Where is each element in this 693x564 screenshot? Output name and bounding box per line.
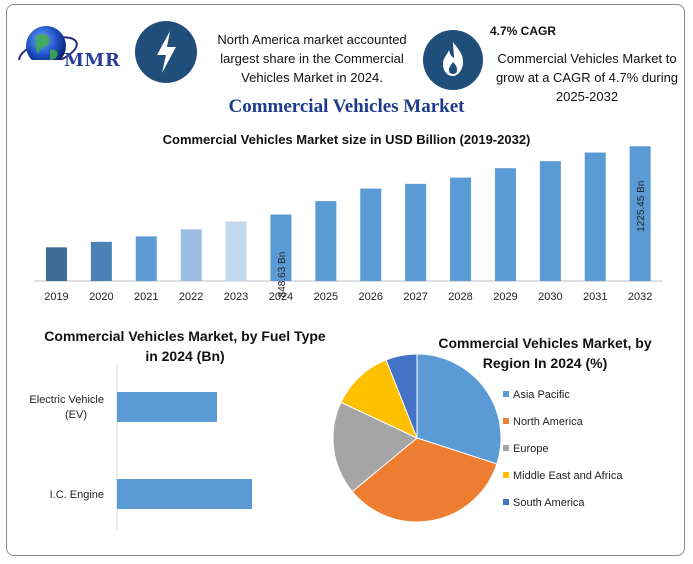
legend-swatch-4 xyxy=(503,499,509,505)
x-tick-label-2027: 2027 xyxy=(403,291,427,303)
x-tick-label-2029: 2029 xyxy=(493,291,517,303)
legend-swatch-1 xyxy=(503,418,509,424)
globe-icon xyxy=(18,26,78,60)
x-tick-label-2019: 2019 xyxy=(44,291,68,303)
bar-2024 xyxy=(270,214,292,281)
bar-chart-title: Commercial Vehicles Market size in USD B… xyxy=(162,132,531,147)
legend-label-1: North America xyxy=(513,416,584,428)
bar-2021 xyxy=(135,236,157,281)
pie-slice-1 xyxy=(351,437,498,523)
bar-2027 xyxy=(405,183,427,281)
x-tick-label-2020: 2020 xyxy=(89,291,113,303)
category-label-ice: I.C. Engine xyxy=(50,489,104,501)
fuel-chart-title: Commercial Vehicles Market, by Fuel Type… xyxy=(44,328,326,364)
pie-slice-3 xyxy=(340,359,418,439)
x-tick-label-2032: 2032 xyxy=(628,291,652,303)
x-tick-label-2028: 2028 xyxy=(448,291,472,303)
category-label-ev-line1: Electric Vehicle xyxy=(29,394,104,406)
bar-2026 xyxy=(360,188,382,281)
bar-2023 xyxy=(225,221,247,281)
bar-2031 xyxy=(584,152,606,281)
bar-2029 xyxy=(494,168,516,281)
logo-text: MMR xyxy=(64,50,121,71)
highlight-text: North America market accounted largest s… xyxy=(217,32,407,85)
flame-icon xyxy=(423,30,483,90)
hbar-1 xyxy=(117,479,252,509)
page-title: Commercial Vehicles Market xyxy=(228,96,465,117)
x-tick-label-2022: 2022 xyxy=(179,291,203,303)
legend-label-4: South America xyxy=(513,497,585,509)
data-label-2024: 848.63 Bn xyxy=(277,252,288,298)
legend-swatch-2 xyxy=(503,445,509,451)
bar-2020 xyxy=(90,241,112,281)
legend-swatch-3 xyxy=(503,472,509,478)
x-tick-label-2031: 2031 xyxy=(583,291,607,303)
bar-2030 xyxy=(539,161,561,281)
legend-label-3: Middle East and Africa xyxy=(513,470,623,482)
x-tick-label-2025: 2025 xyxy=(314,291,338,303)
cagr-title: 4.7% CAGR xyxy=(490,24,557,38)
pie-slice-2 xyxy=(332,401,418,493)
cagr-text: Commercial Vehicles Market to grow at a … xyxy=(495,51,679,104)
lightning-icon xyxy=(135,21,197,83)
x-tick-label-2021: 2021 xyxy=(134,291,158,303)
bar-2028 xyxy=(450,177,472,281)
x-tick-label-2030: 2030 xyxy=(538,291,562,303)
region-chart-title: Commercial Vehicles Market, by Region In… xyxy=(438,335,652,371)
legend-swatch-0 xyxy=(503,391,509,397)
bar-2019 xyxy=(45,247,67,281)
legend-label-0: Asia Pacific xyxy=(513,389,570,401)
x-tick-label-2026: 2026 xyxy=(359,291,383,303)
x-tick-label-2023: 2023 xyxy=(224,291,248,303)
category-label-ev-line2: (EV) xyxy=(65,409,87,421)
infographic-frame xyxy=(6,4,685,556)
pie-slice-4 xyxy=(385,353,418,439)
hbar-0 xyxy=(117,392,217,422)
pie-slice-0 xyxy=(416,353,502,465)
bar-2025 xyxy=(315,201,337,281)
x-tick-label-2024: 2024 xyxy=(269,291,293,303)
legend-label-2: Europe xyxy=(513,443,548,455)
bar-2032 xyxy=(629,146,651,281)
data-label-2032: 1225.45 Bn xyxy=(636,181,647,232)
bar-2022 xyxy=(180,229,202,281)
